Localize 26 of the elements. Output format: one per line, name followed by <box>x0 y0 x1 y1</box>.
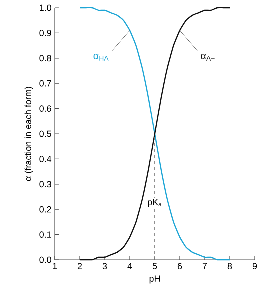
x-axis-title: pH <box>150 276 160 284</box>
y-tick-label: 0.4 <box>40 156 52 162</box>
y-tick-label: 0.8 <box>40 55 52 62</box>
y-tick-label: 0.9 <box>40 30 52 36</box>
y-axis-title: α (fraction in each form) <box>24 87 34 182</box>
ref-line-label: pK$_{a}$ <box>148 199 162 208</box>
annotation: α$_{HA}$ <box>94 54 109 61</box>
x-tick-label: 1 <box>53 263 58 270</box>
x-tick-label: 9 <box>252 263 258 270</box>
y-tick-label: 0.5 <box>40 130 52 138</box>
y-tick-label: 0.1 <box>40 232 52 238</box>
y-tick-label: 0.0 <box>40 256 52 264</box>
y-tick-label: 1.0 <box>40 4 52 12</box>
x-tick-label: 6 <box>178 263 182 270</box>
x-tick-label: 5 <box>152 263 158 270</box>
line-series <box>79 7 231 261</box>
x-tick-label: 7 <box>202 263 208 270</box>
x-tick-label: 3 <box>102 263 108 270</box>
x-tick-label: 8 <box>228 263 232 270</box>
x-tick-label: 4 <box>128 263 132 270</box>
annotation: α$_{A−}$ <box>201 54 215 61</box>
y-tick-label: 0.2 <box>40 206 52 213</box>
y-tick-label: 0.7 <box>40 80 52 87</box>
y-tick-label: 0.3 <box>40 181 52 188</box>
y-tick-label: 0.6 <box>40 106 52 112</box>
x-tick-label: 2 <box>78 263 82 270</box>
